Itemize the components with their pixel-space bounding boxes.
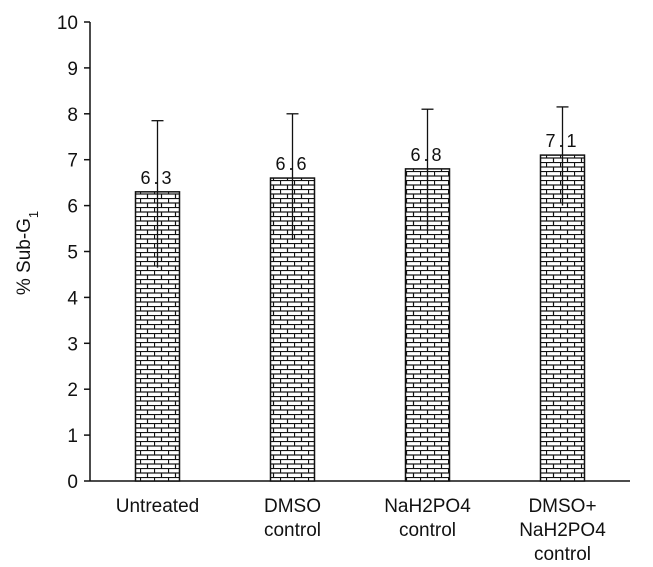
y-tick-label-1: 1 xyxy=(67,426,78,447)
y-axis-title-subscript: 1 xyxy=(26,211,41,218)
bars xyxy=(134,154,586,482)
y-tick-label-10: 10 xyxy=(57,13,78,34)
category-label-3-line-1: NaH2PO4 xyxy=(384,496,471,517)
category-label-1-line-1: Untreated xyxy=(116,496,199,517)
data-labels: 6.3 6.6 6.8 7.1 xyxy=(140,131,579,188)
y-tick-label-9: 9 xyxy=(67,59,78,80)
y-tick-label-3: 3 xyxy=(67,334,78,355)
y-tick-label-5: 5 xyxy=(67,243,78,264)
category-label-2-line-1: DMSO xyxy=(264,496,321,517)
category-label-4-line-2: NaH2PO4 xyxy=(519,520,606,541)
y-axis-title-main: % Sub-G xyxy=(14,218,35,295)
bar-1 xyxy=(134,191,181,482)
y-axis-title: % Sub-G1 xyxy=(14,211,41,295)
category-label-4-line-1: DMSO+ xyxy=(528,496,596,517)
data-label-4: 7.1 xyxy=(545,131,579,151)
bar-2 xyxy=(269,177,316,482)
error-bars xyxy=(151,106,569,268)
category-label-4-line-3: control xyxy=(534,544,591,565)
y-axis: 0 1 2 3 4 5 6 7 8 9 10 xyxy=(57,13,91,493)
data-label-3: 6.8 xyxy=(410,145,444,165)
y-tick-label-8: 8 xyxy=(67,105,78,126)
category-label-2-line-2: control xyxy=(264,520,321,541)
y-tick-label-7: 7 xyxy=(67,151,78,172)
bar-4 xyxy=(539,154,586,482)
y-tick-label-2: 2 xyxy=(67,380,78,401)
category-labels: Untreated DMSO control NaH2PO4 control DMSO+ N… xyxy=(116,496,606,565)
category-label-3-line-2: control xyxy=(399,520,456,541)
y-tick-label-6: 6 xyxy=(67,197,78,218)
data-label-1: 6.3 xyxy=(140,168,174,188)
y-tick-label-0: 0 xyxy=(67,472,78,493)
y-tick-label-4: 4 xyxy=(67,288,78,309)
data-label-2: 6.6 xyxy=(275,154,309,174)
